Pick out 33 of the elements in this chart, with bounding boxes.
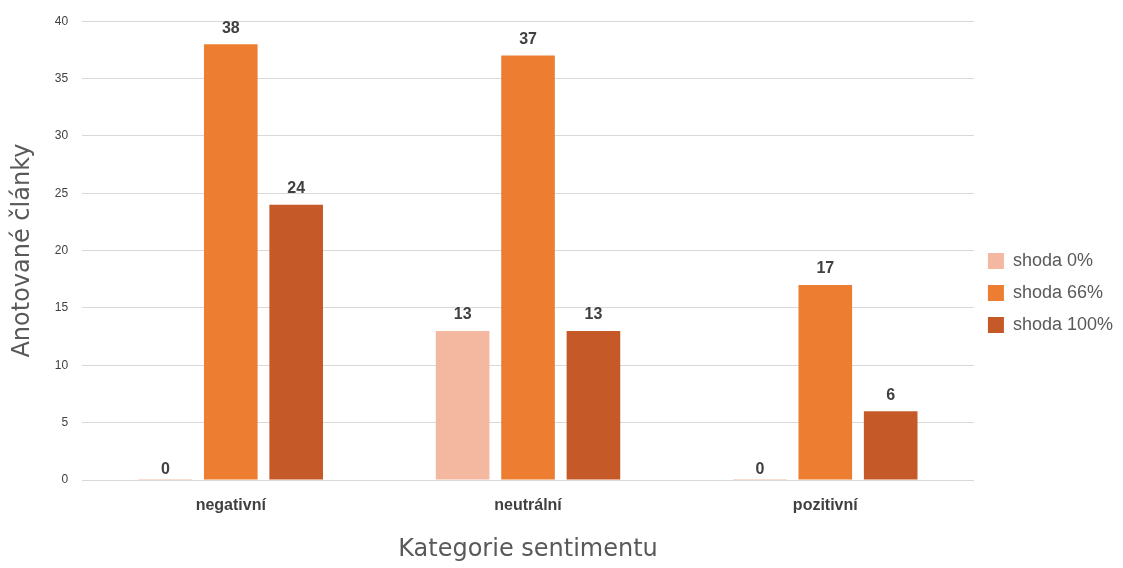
data-label: 13 xyxy=(584,305,603,323)
bar xyxy=(863,411,918,480)
y-tick-label: 35 xyxy=(54,70,69,85)
bar xyxy=(798,285,853,480)
y-tick-label: 0 xyxy=(61,472,69,487)
legend-label: shoda 0% xyxy=(1012,249,1093,270)
x-tick-label: negativní xyxy=(195,496,267,514)
data-label: 37 xyxy=(519,30,538,48)
data-label: 13 xyxy=(453,305,472,323)
x-tick-label: neutrální xyxy=(494,496,563,514)
legend-label: shoda 100% xyxy=(1012,313,1114,334)
y-tick-label: 25 xyxy=(54,185,69,200)
legend-label: shoda 66% xyxy=(1012,281,1103,302)
y-tick-label: 5 xyxy=(61,414,69,429)
data-label: 0 xyxy=(160,460,170,478)
x-tick-label: pozitivní xyxy=(792,496,859,514)
y-tick-label: 15 xyxy=(54,300,69,315)
y-tick-label: 10 xyxy=(54,357,69,372)
y-tick-label: 20 xyxy=(54,242,69,257)
data-label: 17 xyxy=(816,259,835,277)
data-label: 0 xyxy=(755,460,765,478)
y-axis-title: Anotované články xyxy=(6,143,35,358)
bar xyxy=(566,330,621,480)
bar xyxy=(501,55,555,480)
y-tick-label: 30 xyxy=(54,128,69,143)
data-label: 38 xyxy=(221,18,240,36)
data-label: 6 xyxy=(886,385,896,403)
bar xyxy=(203,44,258,480)
x-axis-title: Kategorie sentimentu xyxy=(398,533,658,562)
data-label: 24 xyxy=(287,179,306,197)
bar xyxy=(269,204,323,480)
bar xyxy=(435,330,490,480)
y-tick-label: 40 xyxy=(54,13,69,28)
